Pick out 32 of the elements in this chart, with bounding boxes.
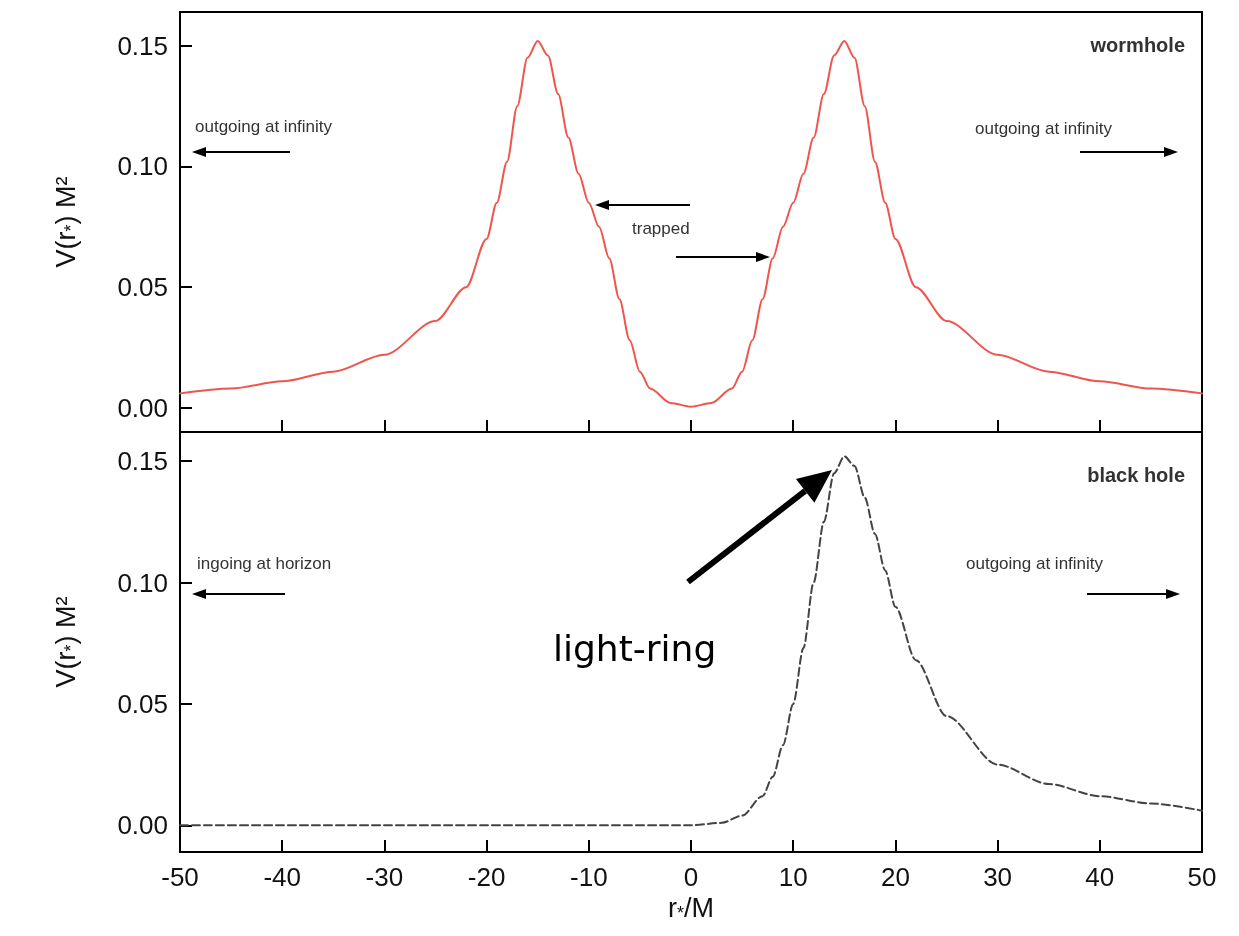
y-tick-label: 0.05 bbox=[117, 688, 168, 719]
y-tick-label: 0.00 bbox=[117, 392, 168, 423]
x-tick-label: -10 bbox=[570, 862, 608, 892]
x-tick-label: -20 bbox=[467, 862, 506, 892]
annotation: outgoing at infinity bbox=[966, 554, 1104, 573]
x-tick-label: 50 bbox=[1187, 862, 1217, 892]
x-tick-label: -30 bbox=[365, 862, 404, 892]
y-tick-label: 0.10 bbox=[117, 567, 168, 598]
x-tick-label: 0 bbox=[683, 862, 699, 892]
y-tick-label: 0.05 bbox=[117, 272, 168, 303]
x-tick-label: 20 bbox=[880, 862, 910, 892]
y-tick-label: 0.00 bbox=[117, 810, 168, 841]
x-tick-label: 30 bbox=[983, 862, 1013, 892]
line-series bbox=[179, 39, 1203, 408]
annotation: trapped bbox=[632, 219, 690, 238]
annotation: wormhole bbox=[1089, 34, 1185, 56]
x-tick-label: -40 bbox=[263, 862, 301, 892]
y-axis-title: V(r*) M² bbox=[51, 596, 81, 688]
x-tick-label: -50 bbox=[161, 862, 199, 892]
x-tick-label: 40 bbox=[1085, 862, 1115, 892]
y-tick-label: 0.10 bbox=[117, 151, 168, 182]
annotation: black hole bbox=[1087, 464, 1185, 486]
y-axis-title: V(r*) M² bbox=[51, 176, 81, 268]
y-tick-label: 0.15 bbox=[117, 446, 168, 477]
x-axis-title: r*/M bbox=[668, 893, 714, 924]
y-tick-label: 0.15 bbox=[117, 30, 168, 61]
annotation: light-ring bbox=[553, 627, 717, 669]
annotation: outgoing at infinity bbox=[975, 119, 1113, 138]
line-series bbox=[179, 455, 1203, 827]
annotation: ingoing at horizon bbox=[197, 554, 332, 573]
x-tick-label: 10 bbox=[778, 862, 808, 892]
annotation: outgoing at infinity bbox=[195, 117, 333, 136]
